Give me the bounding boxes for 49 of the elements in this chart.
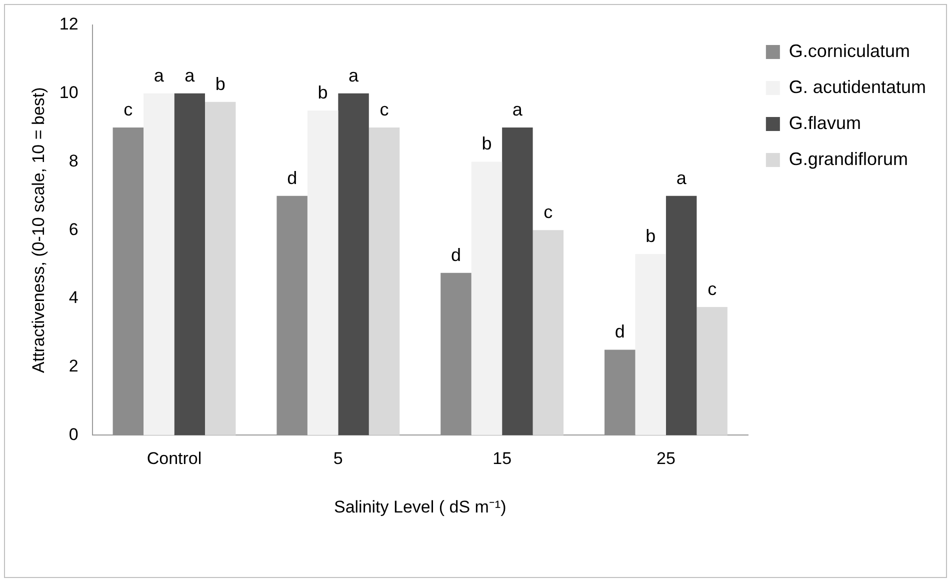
bar [440,272,472,436]
data-label: b [646,226,656,246]
y-tick-label: 10 [59,83,78,102]
data-label: a [512,100,524,120]
y-tick-label: 8 [68,151,78,170]
y-axis-title: Attractiveness, (0-10 scale, 10 = best) [28,87,48,374]
bar [532,230,564,436]
data-label: d [287,168,298,188]
bar [144,93,174,436]
bar [307,110,338,436]
legend-label: G.flavum [788,112,861,133]
data-label: a [348,65,360,86]
data-label: a [184,65,196,86]
bar [666,196,697,436]
y-tick-label: 6 [68,220,78,239]
y-tick-label: 12 [59,14,78,34]
data-label: a [676,168,688,188]
data-label: b [215,74,226,94]
bar [338,93,369,436]
data-label: c [544,202,553,222]
data-label: c [124,100,133,120]
x-tick-label: 5 [333,449,343,468]
bar [471,162,502,436]
legend-label: G.grandiflorum [788,148,908,169]
x-tick-label: 15 [492,449,512,468]
bar [204,102,236,436]
data-label: a [154,65,165,86]
bar [696,307,728,436]
legend-label: G. acutidentatum [788,76,926,97]
bar [112,128,144,436]
bar [276,196,308,436]
data-label: d [614,322,625,342]
x-tick-label: Control [146,449,202,468]
y-tick-label: 0 [68,424,78,444]
data-label: c [708,278,717,299]
data-label: b [482,134,492,154]
y-tick-label: 4 [68,288,78,308]
data-label: b [318,82,328,102]
x-axis-title: Salinity Level ( dS m⁻¹) [334,497,506,516]
y-tick-label: 2 [68,356,78,376]
bar [174,93,205,436]
x-tick-label: 25 [656,449,676,468]
data-label: d [450,244,461,265]
bar [604,350,636,436]
bar [635,254,666,436]
data-label: c [380,100,389,120]
bar [368,128,400,436]
bar [502,128,533,436]
legend-label: G.corniculatum [788,40,910,61]
